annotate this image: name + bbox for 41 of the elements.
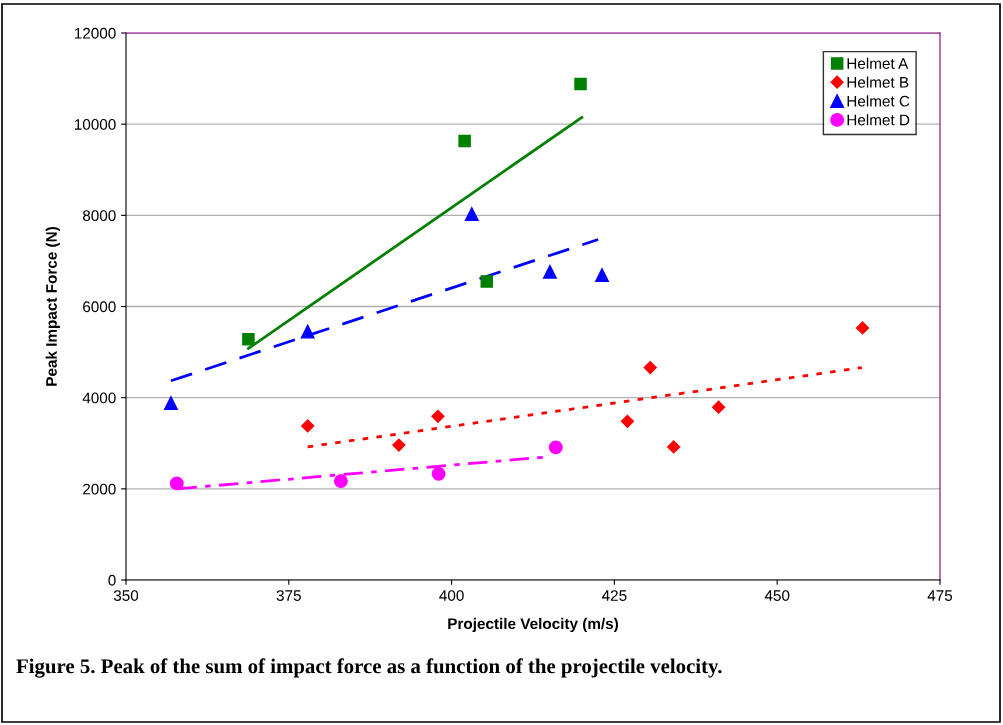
x-axis-title: Projectile Velocity (m/s)	[448, 617, 619, 633]
point	[643, 360, 657, 375]
x-tick-label: 400	[439, 590, 464, 601]
point	[431, 409, 445, 423]
y-tick-label: 8000	[82, 210, 116, 222]
y-tick-label: 2000	[83, 483, 116, 495]
point	[464, 207, 479, 221]
point	[548, 440, 563, 455]
legend-label: Helmet D	[847, 114, 910, 126]
y-tick-label: 4000	[82, 392, 116, 404]
point	[542, 264, 557, 279]
legend-label: Helmet A	[847, 57, 909, 69]
x-tick-label: 450	[764, 590, 790, 601]
x-tick-label: 375	[276, 590, 301, 601]
point	[431, 466, 446, 481]
caption: Figure 5. Peak of the sum of impact force as a function of the projectile velocity.	[16, 658, 722, 678]
y-tick-label: 12000	[74, 27, 116, 39]
point	[301, 419, 315, 433]
point	[169, 476, 184, 491]
y-tick-label: 0	[108, 574, 116, 586]
point	[480, 275, 494, 288]
point	[163, 396, 178, 411]
point	[333, 474, 348, 489]
legend-label: Helmet C	[847, 95, 910, 107]
point	[620, 414, 635, 428]
point	[458, 134, 471, 148]
point	[574, 77, 587, 91]
x-tick-label: 425	[602, 590, 627, 601]
point	[300, 324, 315, 339]
point	[595, 268, 609, 282]
legend-label: Helmet B	[847, 76, 909, 88]
point	[712, 400, 726, 414]
y-tick-label: 6000	[83, 301, 116, 313]
point	[392, 438, 406, 452]
x-tick-label: 475	[927, 590, 953, 601]
point	[667, 440, 681, 454]
x-tick-label: 350	[113, 590, 139, 601]
point	[855, 321, 870, 335]
point	[242, 333, 255, 346]
y-axis-title: Peak Impact Force (N)	[45, 227, 60, 386]
y-tick-label: 10000	[74, 119, 116, 130]
